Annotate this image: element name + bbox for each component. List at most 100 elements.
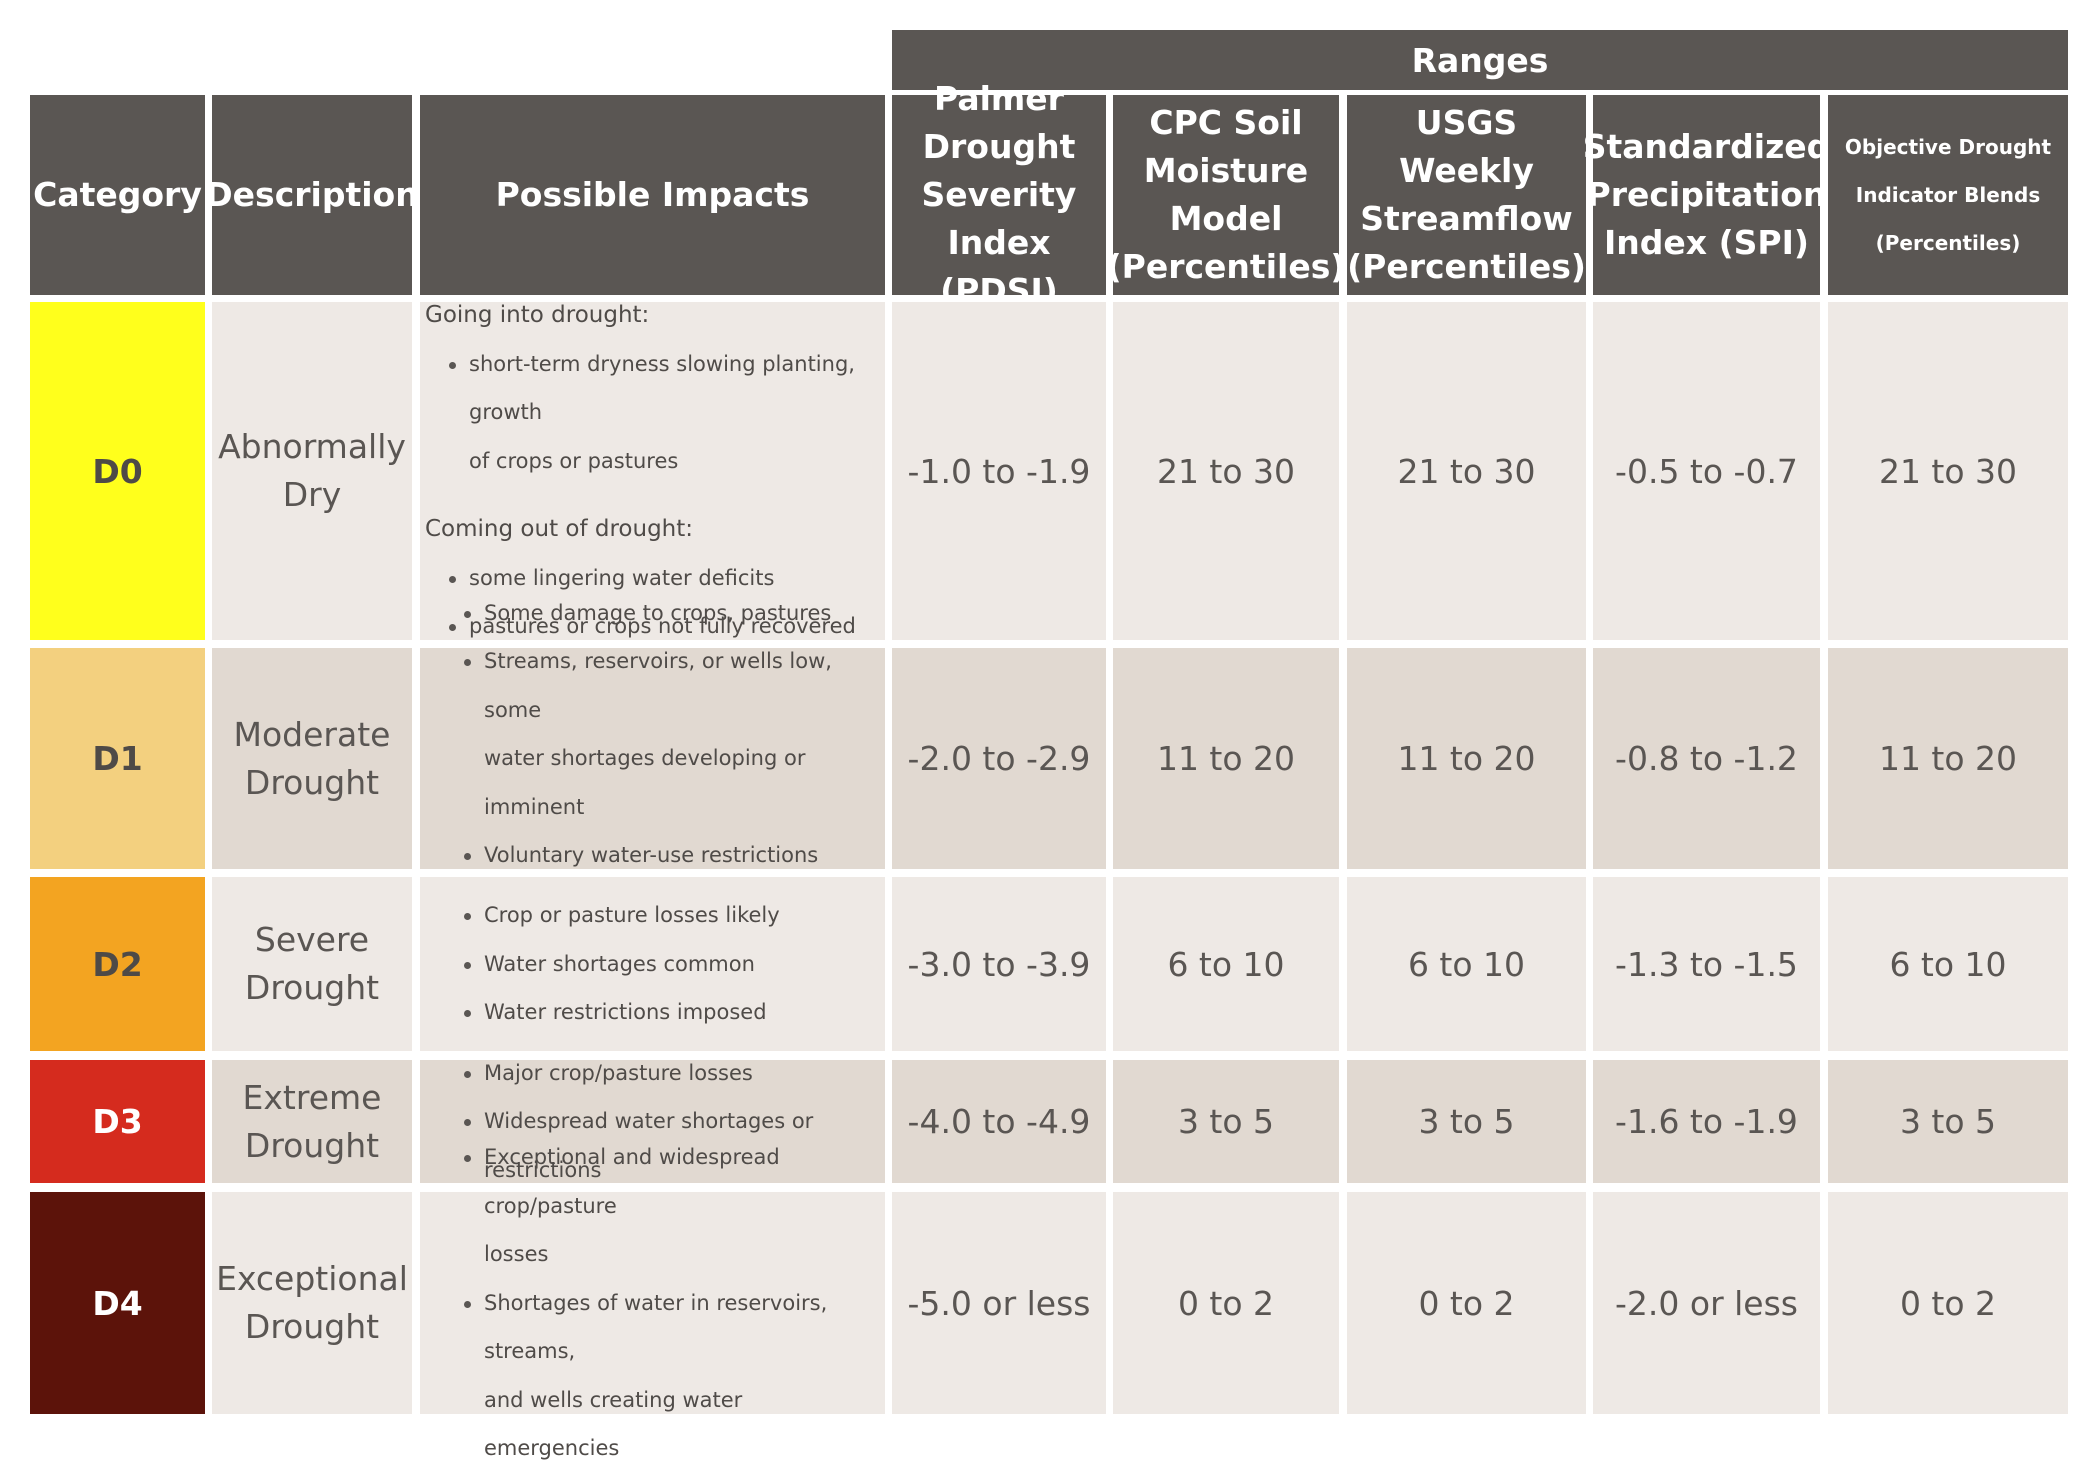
impacts-list: some lingering water deficits pastures o… xyxy=(425,554,877,651)
odib-header: Objective Drought Indicator Blends (Perc… xyxy=(1828,95,2068,295)
cpc-header-line: CPC Soil xyxy=(1149,103,1303,142)
impacts-cell: Exceptional and widespread crop/pasture … xyxy=(420,1145,885,1460)
spi-cell: -0.8 to -1.2 xyxy=(1593,648,1820,869)
usgs-header-line: USGS Weekly xyxy=(1399,103,1534,190)
pdsi-header-line: Severity xyxy=(921,175,1077,214)
cpc-cell: 6 to 10 xyxy=(1113,877,1339,1051)
impact-line: Shortages of water in reservoirs, stream… xyxy=(484,1290,828,1364)
description-line: Dry xyxy=(282,475,342,514)
spi-header: Standardized Precipitation Index (SPI) xyxy=(1583,95,1830,295)
description-line: Extreme xyxy=(242,1077,382,1117)
impact-line: Crop or pasture losses likely xyxy=(484,903,780,928)
pdsi-cell: -2.0 to -2.9 xyxy=(892,648,1106,869)
impact-line: Water shortages common xyxy=(484,951,755,976)
spi-header-line: Precipitation xyxy=(1586,175,1827,214)
cpc-header-line: (Percentiles) xyxy=(1106,247,1346,286)
impact-item: some lingering water deficits xyxy=(449,554,877,603)
ranges-header: Ranges xyxy=(892,30,2068,90)
pdsi-cell: -1.0 to -1.9 xyxy=(892,302,1106,640)
spi-header-line: Standardized xyxy=(1582,127,1831,166)
pdsi-cell: -4.0 to -4.9 xyxy=(892,1060,1106,1183)
description-cell: Severe Drought xyxy=(212,877,412,1051)
impact-item: pastures or crops not fully recovered xyxy=(449,602,877,651)
description-cell: Extreme Drought xyxy=(212,1060,412,1183)
description-line: Moderate xyxy=(233,714,391,754)
odib-header-line: (Percentiles) xyxy=(1875,231,2021,255)
odib-cell: 11 to 20 xyxy=(1828,648,2068,869)
spi-cell: -1.6 to -1.9 xyxy=(1593,1060,1820,1183)
impact-line: and wells creating water emergencies xyxy=(484,1387,743,1461)
impact-item: Major crop/pasture losses xyxy=(464,1049,877,1098)
impacts-heading: Going into drought: xyxy=(425,302,650,329)
pdsi-header-line: Drought xyxy=(922,127,1076,166)
impacts-cell: Major crop/pasture losses Widespread wat… xyxy=(420,1060,885,1183)
impacts-list: Major crop/pasture losses Widespread wat… xyxy=(440,1049,877,1195)
odib-cell: 0 to 2 xyxy=(1828,1192,2068,1414)
impact-line: Some damage to crops, pastures xyxy=(484,600,832,625)
cpc-header-line: Model xyxy=(1169,199,1283,238)
description-cell: Moderate Drought xyxy=(212,648,412,869)
category-cell-d0: D0 xyxy=(30,302,205,640)
usgs-cell: 21 to 30 xyxy=(1347,302,1586,640)
spi-cell: -1.3 to -1.5 xyxy=(1593,877,1820,1051)
impact-item: short-term dryness slowing planting, gro… xyxy=(449,340,877,486)
odib-cell: 21 to 30 xyxy=(1828,302,2068,640)
impacts-header: Possible Impacts xyxy=(420,95,885,295)
impacts-list: short-term dryness slowing planting, gro… xyxy=(425,340,877,486)
spi-cell: -0.5 to -0.7 xyxy=(1593,302,1820,640)
impacts-list: Crop or pasture losses likely Water shor… xyxy=(440,891,877,1037)
description-cell: Abnormally Dry xyxy=(212,302,412,640)
description-line: Drought xyxy=(244,762,380,802)
description-line: Drought xyxy=(244,968,380,1007)
impact-line: pastures or crops not fully recovered xyxy=(469,614,856,639)
category-cell-d3: D3 xyxy=(30,1060,205,1183)
category-cell-d2: D2 xyxy=(30,877,205,1051)
cpc-cell: 21 to 30 xyxy=(1113,302,1339,640)
impacts-list: Exceptional and widespread crop/pasture … xyxy=(440,1133,877,1473)
description-cell: Exceptional Drought xyxy=(212,1192,412,1414)
impacts-cell: Some damage to crops, pastures Streams, … xyxy=(420,601,885,916)
category-header: Category xyxy=(30,95,205,295)
odib-header-line: Indicator Blends xyxy=(1855,183,2041,207)
impact-item: Streams, reservoirs, or wells low, some … xyxy=(464,637,877,831)
category-cell-d1: D1 xyxy=(30,648,205,869)
description-line: Abnormally xyxy=(218,427,406,466)
impact-item: Exceptional and widespread crop/pasture … xyxy=(464,1133,877,1279)
impact-item: Shortages of water in reservoirs, stream… xyxy=(464,1279,877,1473)
cpc-cell: 11 to 20 xyxy=(1113,648,1339,869)
odib-header-line: Objective Drought xyxy=(1844,135,2052,159)
description-line: Exceptional xyxy=(216,1259,408,1298)
impact-line: Water restrictions imposed xyxy=(484,1000,767,1025)
impact-line: some lingering water deficits xyxy=(469,565,775,590)
usgs-cell: 6 to 10 xyxy=(1347,877,1586,1051)
impacts-cell: Going into drought: short-term dryness s… xyxy=(420,302,885,640)
usgs-cell: 11 to 20 xyxy=(1347,648,1586,869)
impacts-heading: Coming out of drought: xyxy=(425,516,694,543)
description-line: Severe xyxy=(254,920,370,959)
usgs-cell: 3 to 5 xyxy=(1347,1060,1586,1183)
description-line: Drought xyxy=(244,1307,380,1346)
pdsi-cell: -3.0 to -3.9 xyxy=(892,877,1106,1051)
impact-line: water shortages developing or imminent xyxy=(484,746,806,819)
impact-item: Water restrictions imposed xyxy=(464,988,877,1037)
impact-line: Major crop/pasture losses xyxy=(484,1060,753,1085)
usgs-header: USGS Weekly Streamflow (Percentiles) xyxy=(1347,95,1586,295)
pdsi-header-line: Palmer xyxy=(934,79,1064,118)
usgs-header-line: Streamflow xyxy=(1360,199,1573,238)
usgs-cell: 0 to 2 xyxy=(1347,1192,1586,1414)
cpc-cell: 3 to 5 xyxy=(1113,1060,1339,1183)
odib-cell: 3 to 5 xyxy=(1828,1060,2068,1183)
impact-line: short-term dryness slowing planting, gro… xyxy=(469,351,855,425)
cpc-header-line: Moisture xyxy=(1143,151,1309,190)
impacts-cell: Crop or pasture losses likely Water shor… xyxy=(420,877,885,1051)
category-cell-d4: D4 xyxy=(30,1192,205,1414)
odib-cell: 6 to 10 xyxy=(1828,877,2068,1051)
impact-line: Widespread water shortages or restrictio… xyxy=(484,1109,814,1182)
spi-header-line: Index (SPI) xyxy=(1604,223,1809,262)
pdsi-cell: -5.0 or less xyxy=(892,1192,1106,1414)
impact-item: Some damage to crops, pastures xyxy=(464,589,877,638)
impact-line: of crops or pastures xyxy=(469,448,679,473)
pdsi-header: Palmer Drought Severity Index (PDSI) xyxy=(892,79,1106,310)
usgs-header-line: (Percentiles) xyxy=(1347,247,1586,286)
impact-line: Exceptional and widespread crop/pasture xyxy=(484,1145,780,1218)
